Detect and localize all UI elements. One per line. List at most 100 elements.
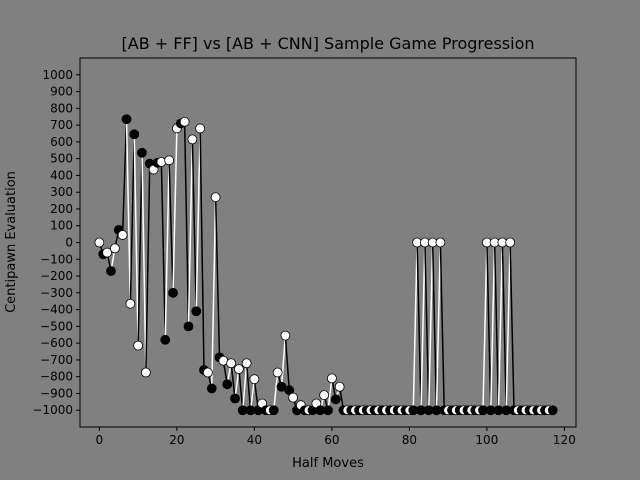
move-segment	[234, 369, 240, 399]
move-segment	[493, 242, 500, 411]
move-segment	[420, 242, 426, 411]
white-move-point	[435, 237, 446, 248]
white-move-point	[241, 358, 252, 369]
move-segment	[238, 369, 244, 411]
y-tick-label: 700	[50, 118, 73, 132]
move-segment	[183, 121, 190, 327]
move-segment	[431, 242, 438, 411]
black-move-point	[121, 114, 132, 125]
y-tick-label: −300	[40, 286, 73, 300]
move-segment	[125, 119, 132, 304]
x-tick-label: 80	[402, 433, 417, 447]
move-segment	[245, 363, 252, 411]
black-move-point	[268, 405, 279, 416]
axes-frame	[79, 57, 577, 428]
white-move-point	[117, 230, 128, 240]
move-segment	[191, 139, 197, 312]
white-move-point	[133, 340, 144, 351]
move-segment	[145, 163, 151, 373]
y-tick-label: 800	[50, 101, 73, 115]
white-move-point	[210, 192, 221, 203]
y-tick-label: −600	[40, 336, 73, 350]
move-segment	[137, 152, 143, 346]
black-move-point	[547, 405, 558, 416]
white-move-point	[272, 367, 283, 378]
y-tick-label: −400	[40, 303, 73, 317]
black-move-point	[106, 266, 116, 276]
move-segment	[121, 119, 128, 235]
move-segment	[509, 242, 515, 411]
y-tick-label: −200	[40, 269, 73, 283]
move-segment	[497, 242, 504, 411]
black-move-point	[160, 334, 171, 345]
move-segment	[249, 379, 256, 411]
white-move-point	[288, 392, 299, 403]
black-move-point	[137, 147, 147, 158]
black-move-point	[330, 394, 341, 405]
move-segment	[211, 197, 217, 389]
y-axis-label: Centipawn Evaluation	[4, 171, 19, 313]
y-tick-label: 1000	[42, 68, 73, 82]
y-tick-label: 200	[50, 202, 73, 216]
y-axis-ticks: −1000−900−800−700−600−500−400−300−200−10…	[32, 68, 80, 417]
black-move-point	[168, 287, 178, 298]
y-tick-label: −700	[40, 353, 73, 367]
move-segment	[141, 152, 147, 373]
black-move-point	[129, 129, 140, 140]
black-move-point	[191, 306, 202, 317]
y-tick-label: −1000	[32, 403, 73, 417]
move-segment	[412, 242, 418, 411]
white-move-point	[334, 381, 345, 392]
move-segment	[280, 335, 287, 387]
move-segment	[160, 161, 166, 340]
move-segment	[416, 242, 422, 411]
white-move-point	[164, 155, 175, 166]
x-axis-ticks: 0 20 40 60 80 100 120	[96, 427, 576, 447]
y-tick-label: 100	[50, 219, 73, 233]
x-tick-label: 100	[475, 433, 498, 447]
white-move-point	[140, 367, 151, 378]
y-tick-label: 0	[65, 236, 73, 250]
y-tick-label: 500	[50, 152, 73, 166]
white-move-point	[125, 298, 136, 309]
black-move-point	[323, 405, 333, 416]
black-move-point	[206, 383, 217, 394]
white-move-point	[94, 237, 105, 248]
move-segment	[164, 160, 170, 340]
move-segment	[490, 242, 496, 411]
x-axis-label: Half Moves	[292, 456, 364, 471]
move-segment	[273, 372, 279, 411]
white-move-point	[505, 237, 516, 248]
y-tick-label: −500	[40, 319, 73, 333]
move-segment	[486, 242, 492, 411]
white-move-point	[249, 374, 260, 385]
white-move-point	[109, 243, 120, 254]
y-tick-label: −800	[40, 370, 73, 384]
black-move-point	[183, 321, 194, 332]
move-segment	[482, 242, 488, 411]
move-segment	[424, 242, 430, 411]
x-tick-label: 20	[169, 433, 184, 447]
plot-marks	[94, 114, 558, 416]
black-move-point	[222, 379, 233, 390]
y-tick-label: −900	[40, 386, 73, 400]
move-segment	[168, 160, 174, 293]
white-move-point	[326, 373, 337, 384]
move-segment	[501, 242, 507, 411]
y-tick-label: 400	[50, 168, 73, 182]
move-segment	[242, 363, 248, 411]
move-segment	[327, 378, 333, 411]
white-move-point	[179, 116, 190, 127]
move-segment	[199, 128, 205, 370]
white-move-point	[233, 364, 244, 375]
x-tick-label: 120	[553, 433, 576, 447]
y-tick-label: −100	[40, 252, 73, 266]
move-segment	[284, 335, 290, 391]
white-move-point	[187, 134, 198, 145]
x-tick-label: 40	[247, 433, 262, 447]
move-segment	[230, 363, 236, 399]
white-move-point	[102, 247, 113, 258]
chart-title: [AB + FF] vs [AB + CNN] Sample Game Prog…	[122, 34, 535, 53]
y-tick-label: 600	[50, 135, 73, 149]
